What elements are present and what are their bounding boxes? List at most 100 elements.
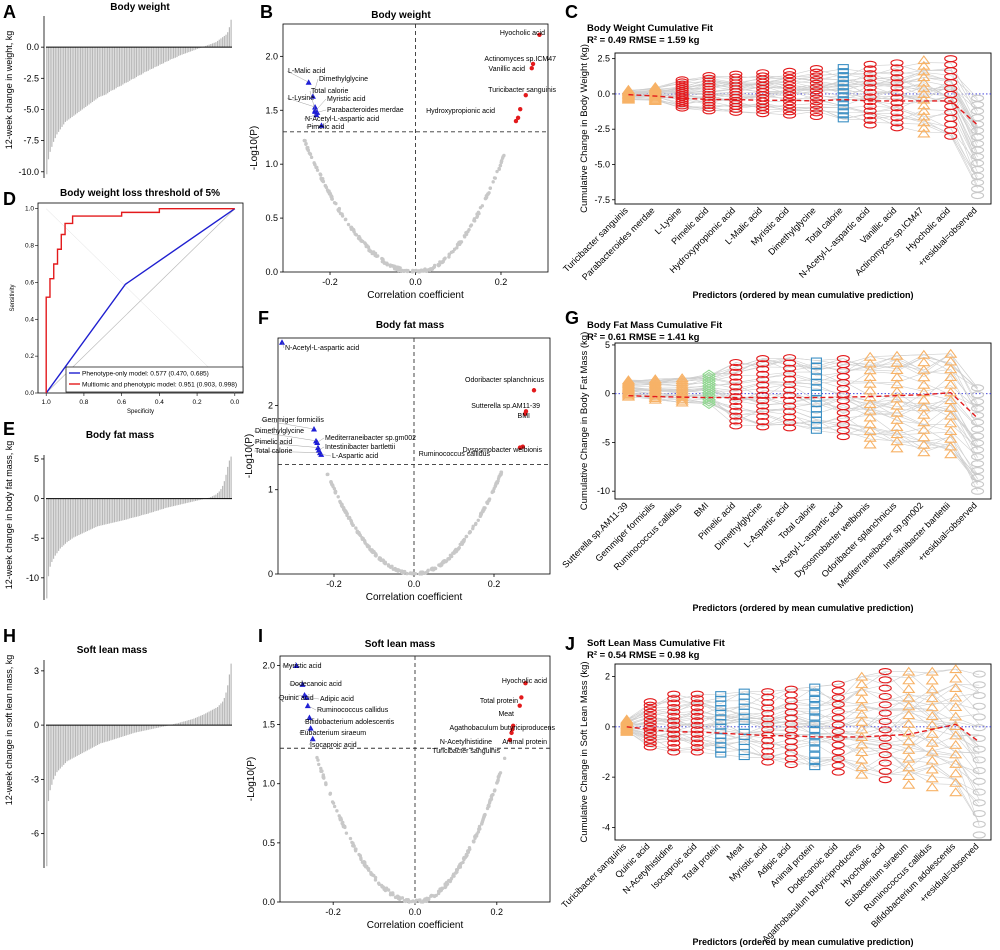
- chart-f-point: [476, 518, 480, 523]
- chart-f-point: [367, 544, 371, 549]
- chart-e-bar: [80, 498, 82, 535]
- chart-h-bar: [134, 725, 136, 733]
- chart-c-marker: [783, 108, 797, 116]
- chart-b-sig-point-neg: [312, 104, 319, 110]
- chart-e-bar: [213, 495, 215, 499]
- chart-e-bar: [47, 498, 50, 577]
- chart-j-marker: [949, 720, 963, 730]
- chart-f-point: [485, 501, 490, 506]
- chart-a-bar: [152, 47, 154, 69]
- panel-g: G Body Fat Mass Cumulative Fit R² = 0.61…: [560, 308, 992, 613]
- chart-a-bar: [98, 47, 100, 97]
- chart-i-point-label: Isocaproic acid: [310, 742, 357, 749]
- chart-h-bar: [142, 725, 144, 731]
- chart-c-marker: [702, 82, 716, 90]
- chart-i-point: [429, 893, 434, 898]
- chart-f-point: [399, 570, 404, 575]
- chart-i-point: [384, 888, 388, 892]
- chart-e-bar: [137, 498, 139, 517]
- chart-e-bar: [142, 498, 144, 515]
- chart-j-marker: [972, 734, 986, 742]
- chart-i-point: [397, 895, 401, 900]
- chart-b-ylabel: -Log10(P): [249, 126, 260, 170]
- chart-j-marker: [972, 713, 986, 721]
- chart-a-bar: [179, 47, 181, 56]
- chart-j-marker: [831, 700, 845, 708]
- chart-c-marker: [917, 128, 931, 138]
- chart-j-marker: [690, 690, 704, 698]
- chart-h-bar: [201, 714, 203, 726]
- chart-a-bar: [59, 47, 61, 130]
- chart-a-bar: [169, 47, 171, 60]
- chart-h-yticks: 3 0 -3 -6: [31, 666, 44, 839]
- chart-d-xtick-label: 0.0: [230, 399, 239, 406]
- chart-h-bar: [64, 725, 66, 764]
- chart-j-trajectory: [626, 692, 980, 728]
- chart-e-bar: [110, 498, 112, 524]
- chart-f-label-leader: [253, 441, 319, 448]
- chart-d-legend-label: Phenotype-only model: 0.577 (0.470, 0.68…: [82, 371, 209, 378]
- chart-j-marker: [925, 782, 939, 792]
- chart-j-marker: [855, 709, 869, 719]
- chart-i-point: [319, 769, 323, 773]
- chart-c-marker: [863, 116, 877, 124]
- chart-c-marker: [783, 87, 797, 96]
- chart-c-marker: [809, 112, 823, 121]
- chart-e-bar: [149, 498, 151, 513]
- chart-c-marker: [944, 90, 958, 99]
- chart-a-bar: [68, 47, 70, 120]
- chart-e-bar: [140, 498, 143, 516]
- chart-c-marker: [783, 104, 797, 112]
- chart-i-point: [330, 800, 335, 804]
- chart-d-ytick-label: 0.8: [25, 243, 34, 250]
- chart-j-marker: [667, 744, 681, 752]
- chart-g-category-label: Dimethylglycine: [712, 500, 764, 552]
- chart-g-marker: [729, 417, 743, 425]
- chart-a-bar: [218, 39, 220, 48]
- chart-a-bar: [134, 47, 136, 79]
- chart-j-marker: [878, 701, 892, 709]
- chart-c-marker: [917, 122, 931, 132]
- chart-b-label-leader: [309, 90, 316, 111]
- chart-i-xtick-label: 0.2: [491, 907, 504, 917]
- chart-a-bar: [66, 47, 68, 121]
- chart-i-point: [455, 870, 459, 874]
- chart-b-points: [302, 32, 542, 274]
- chart-h-bar: [88, 725, 90, 750]
- chart-c-marker: [863, 102, 877, 110]
- chart-j-marker: [761, 720, 775, 728]
- chart-g-marker: [863, 412, 877, 422]
- chart-h-bar: [151, 725, 153, 730]
- chart-b-point: [343, 217, 348, 222]
- chart-g-marker: [729, 368, 743, 376]
- chart-c-marker: [809, 109, 823, 117]
- chart-j-marker: [761, 736, 775, 744]
- chart-g-trajectory: [628, 393, 978, 480]
- chart-c-trajectory: [628, 93, 978, 166]
- chart-j-subtitle: R² = 0.54 RMSE = 0.98 kg: [587, 650, 700, 661]
- chart-h-bar: [144, 725, 146, 731]
- chart-b-point: [497, 167, 501, 171]
- chart-j-marker: [949, 749, 963, 759]
- chart-c-marker: [917, 66, 931, 76]
- panel-d: D Body weight loss threshold of 5% 1.0 0.…: [3, 188, 244, 415]
- chart-j-marker: [972, 767, 986, 775]
- chart-j-marker: [761, 715, 775, 723]
- chart-e-ytick-label: -10: [26, 573, 39, 583]
- chart-h-bar: [210, 710, 212, 726]
- panel-b: B Body weight -0.2 0.0 0.20.00.51.01.52.0 …: [249, 2, 556, 301]
- chart-j-trajectory: [626, 684, 980, 721]
- chart-g-marker: [971, 432, 985, 440]
- chart-g-marker: [917, 417, 931, 427]
- chart-c-marker: [863, 107, 877, 115]
- chart-f-point: [426, 568, 430, 573]
- chart-i-point-label: Total protein: [480, 698, 518, 705]
- chart-a-bar: [220, 38, 222, 48]
- chart-g-marker: [621, 377, 636, 387]
- chart-c-marker: [783, 84, 797, 92]
- chart-e-bar: [81, 498, 83, 534]
- chart-j-marker: [972, 691, 986, 700]
- chart-g-marker: [917, 349, 931, 359]
- chart-h-bar: [222, 701, 224, 726]
